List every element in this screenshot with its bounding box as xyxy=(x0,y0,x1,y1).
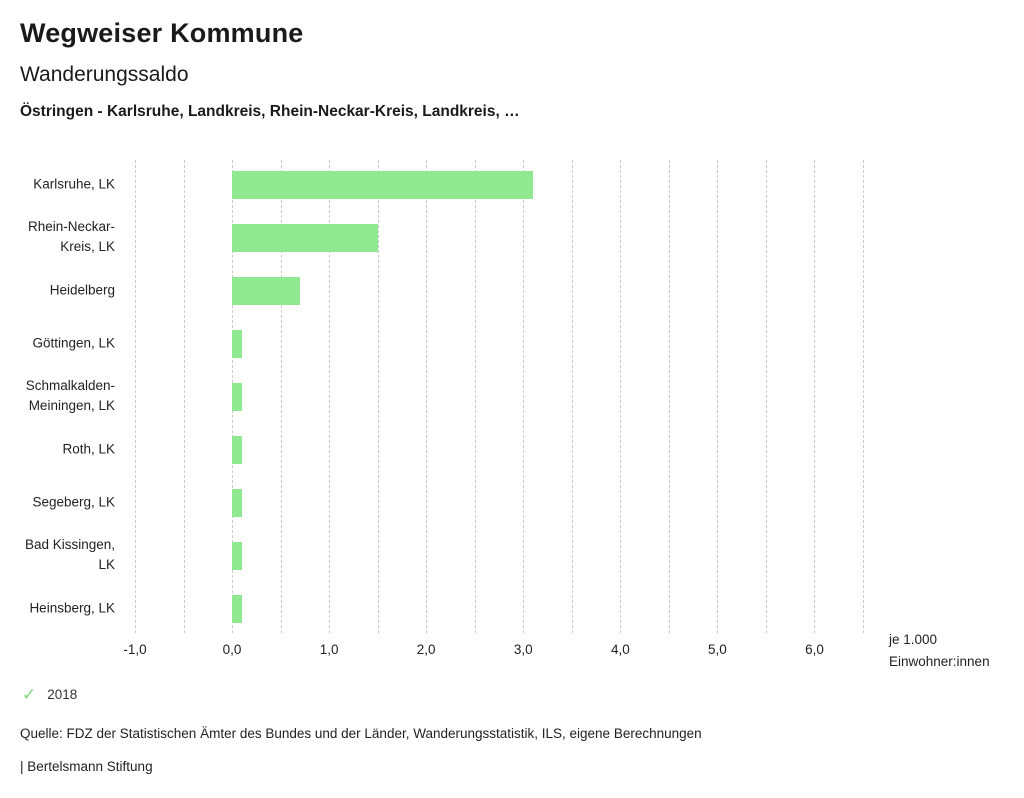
gridline xyxy=(571,160,573,633)
gridline xyxy=(814,160,816,633)
gridline xyxy=(668,160,670,633)
axis-unit-line1: je 1.000 xyxy=(889,632,938,647)
chart-row xyxy=(135,211,863,264)
chart-row xyxy=(135,158,863,211)
gridline xyxy=(863,160,864,633)
category-label: Bad Kissingen, LK xyxy=(24,536,115,573)
chart-row xyxy=(135,582,863,635)
gridline xyxy=(620,160,622,633)
x-tick-label: 0,0 xyxy=(222,642,242,657)
legend-year-label: 2018 xyxy=(47,687,78,702)
gridline xyxy=(183,160,185,633)
x-tick-label: -1,0 xyxy=(123,642,147,657)
gridline xyxy=(765,160,767,633)
category-label: Heidelberg xyxy=(49,282,115,298)
gridline xyxy=(474,160,476,633)
gridline xyxy=(717,160,719,633)
chart-row xyxy=(135,317,863,370)
category-label: Roth, LK xyxy=(62,441,115,457)
attribution-text: | Bertelsmann Stiftung xyxy=(20,759,153,774)
category-label: Rhein-Neckar-Kreis, LK xyxy=(27,218,115,255)
axis-unit-label: je 1.000 Einwohner:innen xyxy=(889,629,990,672)
category-label: Segeberg, LK xyxy=(32,494,115,510)
gridline xyxy=(135,160,136,633)
gridline xyxy=(426,160,428,633)
bar-heidelberg[interactable] xyxy=(232,276,300,305)
checkmark-icon: ✓ xyxy=(22,685,37,704)
bar-roth-lk[interactable] xyxy=(232,435,242,464)
gridline xyxy=(377,160,379,633)
bar-karlsruhe-lk[interactable] xyxy=(232,170,533,199)
category-label: Schmalkalden-Meiningen, LK xyxy=(25,377,115,414)
x-tick-label: 1,0 xyxy=(319,642,339,657)
chart-row xyxy=(135,370,863,423)
bar-schmalkalden-meiningen-lk[interactable] xyxy=(232,382,242,411)
x-tick-label: 4,0 xyxy=(610,642,630,657)
category-label: Göttingen, LK xyxy=(32,335,115,351)
bar-rhein-neckar-kreis-lk[interactable] xyxy=(232,223,378,252)
gridline xyxy=(523,160,525,633)
bar-bad-kissingen-lk[interactable] xyxy=(232,541,242,570)
chart-row xyxy=(135,529,863,582)
category-label: Heinsberg, LK xyxy=(29,600,115,616)
axis-unit-line2: Einwohner:innen xyxy=(889,653,990,669)
chart-row xyxy=(135,264,863,317)
bar-heinsberg-lk[interactable] xyxy=(232,594,242,623)
page-title: Wegweiser Kommune xyxy=(20,18,304,48)
bar-g-ttingen-lk[interactable] xyxy=(232,329,242,358)
x-tick-label: 6,0 xyxy=(805,642,824,657)
gridline xyxy=(329,160,331,633)
footer: Quelle: FDZ der Statistischen Ämter des … xyxy=(20,726,702,774)
bar-segeberg-lk[interactable] xyxy=(232,488,242,517)
source-text: Quelle: FDZ der Statistischen Ämter des … xyxy=(20,726,702,741)
chart-row xyxy=(135,423,863,476)
category-label: Karlsruhe, LK xyxy=(33,176,115,192)
gridline xyxy=(280,160,282,633)
x-tick-label: 3,0 xyxy=(513,642,533,657)
selection-breadcrumb: Östringen - Karlsruhe, Landkreis, Rhein-… xyxy=(20,103,520,120)
chart-title: Wanderungssaldo xyxy=(20,63,189,86)
bar-chart: Karlsruhe, LK Rhein-Neckar-Kreis, LK Heide… xyxy=(0,158,1024,678)
x-tick-label: 5,0 xyxy=(708,642,727,657)
category-axis: Karlsruhe, LK Rhein-Neckar-Kreis, LK Heide… xyxy=(0,158,125,635)
x-axis: -1,0 0,0 1,0 2,0 3,0 4,0 5,0 6,0 xyxy=(123,642,863,662)
plot-area xyxy=(135,158,864,635)
legend-item-2018[interactable]: ✓ 2018 xyxy=(22,686,77,703)
header: Wegweiser Kommune Wanderungssaldo Östrin… xyxy=(20,18,1000,121)
x-tick-label: 2,0 xyxy=(416,642,436,657)
chart-row xyxy=(135,476,863,529)
